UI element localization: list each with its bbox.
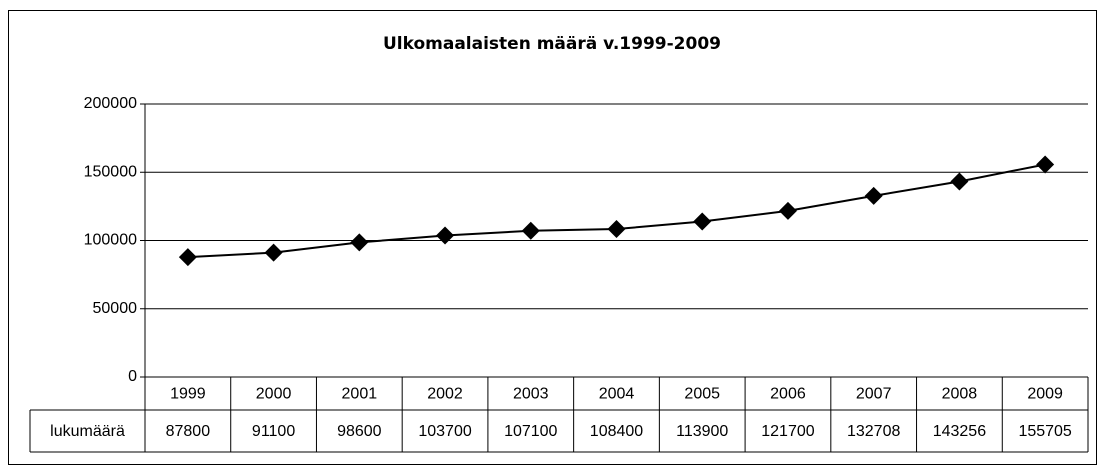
- y-tick-label: 150000: [84, 163, 137, 180]
- y-tick-label: 0: [128, 368, 137, 385]
- marker: [607, 220, 626, 239]
- x-tick-label: 2005: [684, 386, 720, 403]
- marker: [1036, 155, 1055, 174]
- legend-label: lukumäärä: [50, 423, 125, 440]
- table-value: 132708: [847, 423, 900, 440]
- y-tick-label: 200000: [84, 95, 137, 112]
- table-value: 103700: [418, 423, 471, 440]
- table-value: 87800: [166, 423, 211, 440]
- x-tick-label: 2006: [770, 386, 806, 403]
- x-tick-label: 2000: [256, 386, 292, 403]
- table-value: 121700: [761, 423, 814, 440]
- x-tick-label: 2002: [427, 386, 463, 403]
- x-tick-label: 2001: [342, 386, 378, 403]
- marker: [350, 233, 369, 252]
- x-tick-label: 2007: [856, 386, 892, 403]
- x-tick-label: 2008: [942, 386, 978, 403]
- chart-title: Ulkomaalaisten määrä v.1999-2009: [383, 34, 721, 54]
- marker: [264, 243, 283, 262]
- marker: [864, 186, 883, 205]
- table-value: 113900: [676, 423, 728, 440]
- marker: [178, 248, 197, 267]
- marker: [521, 221, 540, 240]
- y-tick-label: 100000: [84, 232, 137, 249]
- marker: [436, 226, 455, 245]
- x-tick-label: 2009: [1027, 386, 1063, 403]
- table-value: 91100: [252, 423, 295, 440]
- x-tick-label: 2004: [599, 386, 635, 403]
- table-value: 98600: [337, 423, 382, 440]
- marker: [778, 201, 797, 220]
- x-tick-label: 2003: [513, 386, 549, 403]
- table-value: 155705: [1018, 423, 1071, 440]
- y-tick-label: 50000: [93, 300, 138, 317]
- table-value: 107100: [504, 423, 557, 440]
- chart-border: [8, 10, 1097, 465]
- marker: [693, 212, 712, 231]
- x-tick-label: 1999: [170, 386, 206, 403]
- marker: [950, 172, 969, 191]
- table-value: 108400: [590, 423, 643, 440]
- table-value: 143256: [933, 423, 986, 440]
